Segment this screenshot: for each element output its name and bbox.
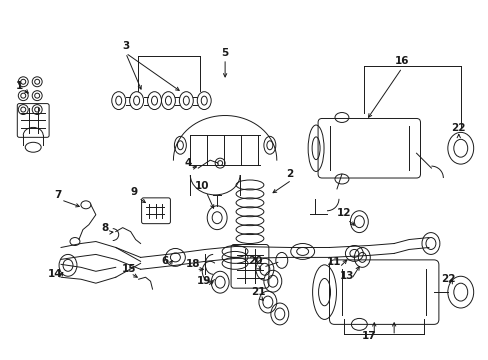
Text: 4: 4: [184, 158, 192, 168]
Text: 14: 14: [48, 269, 62, 279]
Text: 22: 22: [450, 123, 465, 134]
Text: 7: 7: [54, 190, 61, 200]
Text: 8: 8: [101, 222, 108, 233]
Text: 22: 22: [441, 274, 455, 284]
Text: 1: 1: [16, 81, 23, 91]
Text: 19: 19: [197, 276, 211, 286]
Text: 20: 20: [247, 256, 262, 266]
Text: 18: 18: [185, 259, 200, 269]
Text: 17: 17: [361, 331, 376, 341]
Text: 2: 2: [285, 169, 293, 179]
Text: 13: 13: [340, 271, 354, 281]
Text: 10: 10: [195, 181, 209, 191]
Text: 6: 6: [162, 256, 169, 266]
Text: 11: 11: [326, 257, 341, 267]
Text: 3: 3: [122, 41, 129, 51]
Text: 21: 21: [250, 287, 264, 297]
Text: 15: 15: [121, 264, 136, 274]
Text: 12: 12: [337, 208, 351, 218]
Text: 5: 5: [221, 48, 228, 58]
Text: 16: 16: [394, 56, 408, 66]
Text: 9: 9: [130, 187, 137, 197]
